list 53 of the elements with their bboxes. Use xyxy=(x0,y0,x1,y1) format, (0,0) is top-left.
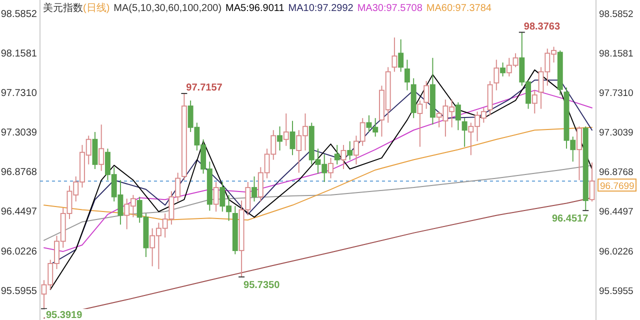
text: MA5:96.9011 xyxy=(226,3,285,14)
y2-tick-label: 96.8768 xyxy=(599,167,634,178)
candlestick xyxy=(392,37,398,72)
candlestick xyxy=(334,144,340,165)
y-tick-label: 97.7310 xyxy=(0,88,38,100)
candlestick xyxy=(532,90,538,114)
candlestick xyxy=(494,59,500,91)
chart-title: 美元指数 xyxy=(43,2,83,14)
y2-tick-label: 98.5852 xyxy=(599,8,634,20)
candlestick xyxy=(398,38,404,72)
annotation: 95.3919 xyxy=(46,310,83,320)
line-series xyxy=(44,164,592,241)
candlestick xyxy=(500,62,506,77)
candlestick xyxy=(290,120,296,156)
candlestick xyxy=(98,124,104,172)
y2-tick-label: 96.4497 xyxy=(599,206,634,218)
text: MA10:97.2992 xyxy=(288,3,354,14)
candlestick xyxy=(424,80,430,110)
candlestick xyxy=(347,140,353,160)
candlestick xyxy=(462,118,468,148)
text: MA60:97.3784 xyxy=(426,3,492,14)
candlestick xyxy=(417,100,423,148)
y2-tick-label: 98.1581 xyxy=(599,48,634,60)
candlestick xyxy=(340,144,346,170)
candlestick xyxy=(404,59,410,91)
y2-tick-label: 97.3039 xyxy=(599,128,634,139)
y2-tick-label: 95.5955 xyxy=(599,286,634,297)
y-tick-label: 96.4497 xyxy=(0,206,38,218)
legend-title: MA(5,10,30,60,100,200) xyxy=(114,3,222,14)
y-tick-label: 97.3039 xyxy=(0,128,38,139)
annotation: 98.3763 xyxy=(524,21,560,32)
y-tick-label: 96.8768 xyxy=(0,167,38,178)
y-tick-label: 96.0226 xyxy=(0,246,38,258)
y2-tick-label: 96.0226 xyxy=(599,246,634,258)
candlestick xyxy=(589,162,595,202)
y-tick-label: 98.1581 xyxy=(0,48,38,60)
y-tick-label: 98.5852 xyxy=(0,8,38,20)
candlestick xyxy=(455,102,461,131)
annotation: 95.7350 xyxy=(244,280,280,291)
candlestick xyxy=(213,181,219,212)
line-series xyxy=(50,69,592,290)
candlestick xyxy=(277,126,282,152)
candlestick xyxy=(328,157,334,179)
candlestick xyxy=(252,176,258,202)
y-tick-label: 95.5955 xyxy=(0,286,38,297)
annotation: 97.7157 xyxy=(186,82,223,94)
candlestick xyxy=(283,112,289,146)
y2-tick-label: 97.7310 xyxy=(599,88,634,100)
chart-subtitle: (日线) xyxy=(83,2,110,14)
candlestick xyxy=(576,126,582,181)
text: MA30:97.5708 xyxy=(357,3,423,14)
ref-line-label: 96.7699 xyxy=(600,181,634,192)
annotation: 96.4517 xyxy=(552,214,589,225)
